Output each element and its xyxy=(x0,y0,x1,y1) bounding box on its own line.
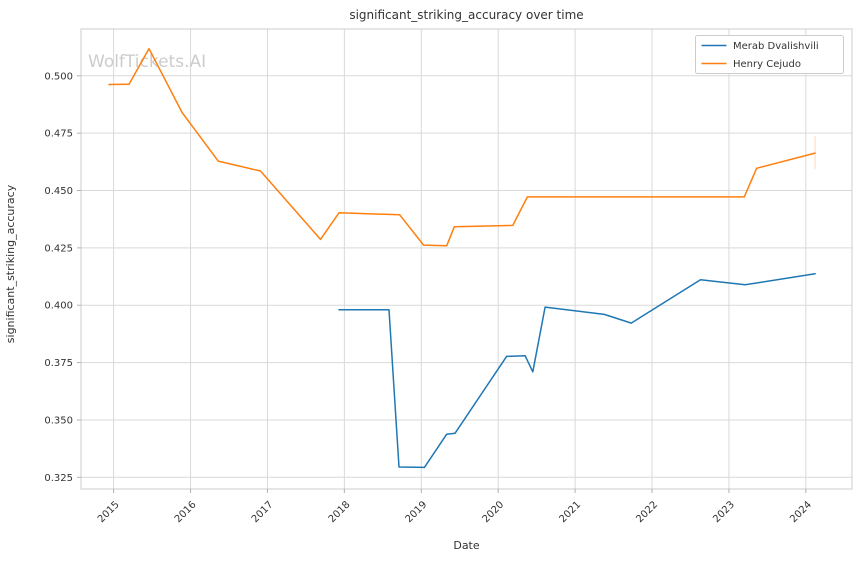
x-tick-label: 2016 xyxy=(173,499,199,525)
chart-series xyxy=(108,47,816,469)
y-tick-label: 0.500 xyxy=(44,71,73,82)
x-tick-label: 2023 xyxy=(711,499,737,525)
x-tick-label: 2017 xyxy=(250,499,276,525)
plot-border xyxy=(80,28,853,490)
y-tick-label: 0.475 xyxy=(44,129,73,140)
series-line-henry-cejudo xyxy=(108,47,816,247)
x-tick-label: 2015 xyxy=(96,499,122,525)
y-tick-label: 0.325 xyxy=(44,473,73,484)
y-tick-label: 0.375 xyxy=(44,358,73,369)
x-tick-label: 2024 xyxy=(788,499,814,525)
chart-grid: 0.325 0.350 0.375 0.400 0.425 0.450 0.475 0.500… xyxy=(44,28,853,525)
y-tick-label: 0.450 xyxy=(44,186,73,197)
chart-title: significant_striking_accuracy over time xyxy=(349,8,583,22)
y-tick-label: 0.400 xyxy=(44,301,73,312)
x-axis-label: Date xyxy=(453,539,480,552)
series-line-merab-dvalishvili xyxy=(338,273,816,469)
legend-label-henry-cejudo: Henry Cejudo xyxy=(733,59,801,70)
legend-box xyxy=(695,35,844,74)
legend-label-merab-dvalishvili: Merab Dvalishvili xyxy=(733,41,819,52)
x-tick-label: 2021 xyxy=(557,499,583,525)
x-tick-label: 2020 xyxy=(481,499,507,525)
x-tick-label: 2018 xyxy=(327,499,353,525)
x-tick-label: 2022 xyxy=(634,499,660,525)
x-tick-label: 2019 xyxy=(404,499,430,525)
y-tick-label: 0.350 xyxy=(44,415,73,426)
y-tick-label: 0.425 xyxy=(44,243,73,254)
legend: Merab Dvalishvili Henry Cejudo xyxy=(695,35,844,74)
watermark-text: WolfTickets.AI xyxy=(88,52,206,72)
y-axis-label: significant_striking_accuracy xyxy=(4,184,17,343)
